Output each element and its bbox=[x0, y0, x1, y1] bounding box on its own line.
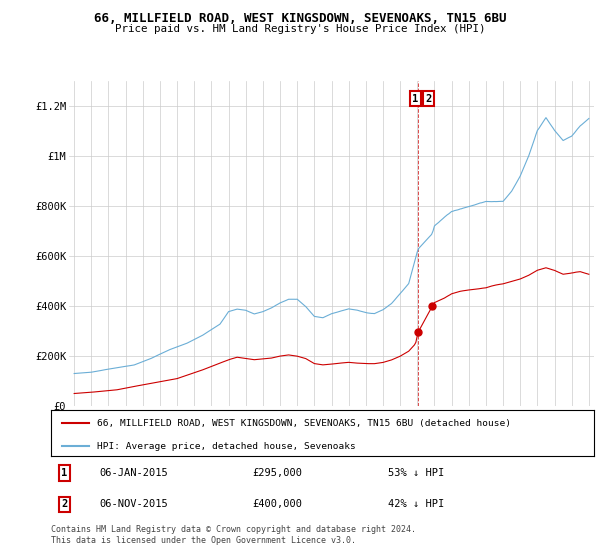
Text: 66, MILLFIELD ROAD, WEST KINGSDOWN, SEVENOAKS, TN15 6BU (detached house): 66, MILLFIELD ROAD, WEST KINGSDOWN, SEVE… bbox=[97, 419, 511, 428]
Text: 06-JAN-2015: 06-JAN-2015 bbox=[100, 468, 169, 478]
Text: Contains HM Land Registry data © Crown copyright and database right 2024.
This d: Contains HM Land Registry data © Crown c… bbox=[51, 525, 416, 545]
Text: £400,000: £400,000 bbox=[252, 500, 302, 510]
Text: 1: 1 bbox=[61, 468, 68, 478]
Text: HPI: Average price, detached house, Sevenoaks: HPI: Average price, detached house, Seve… bbox=[97, 442, 356, 451]
Text: 66, MILLFIELD ROAD, WEST KINGSDOWN, SEVENOAKS, TN15 6BU: 66, MILLFIELD ROAD, WEST KINGSDOWN, SEVE… bbox=[94, 12, 506, 25]
Text: 53% ↓ HPI: 53% ↓ HPI bbox=[388, 468, 444, 478]
Text: 1: 1 bbox=[412, 94, 419, 104]
Text: 2: 2 bbox=[425, 94, 431, 104]
Text: Price paid vs. HM Land Registry's House Price Index (HPI): Price paid vs. HM Land Registry's House … bbox=[115, 24, 485, 34]
Text: 2: 2 bbox=[61, 500, 68, 510]
Text: 06-NOV-2015: 06-NOV-2015 bbox=[100, 500, 169, 510]
Text: 42% ↓ HPI: 42% ↓ HPI bbox=[388, 500, 444, 510]
Text: £295,000: £295,000 bbox=[252, 468, 302, 478]
